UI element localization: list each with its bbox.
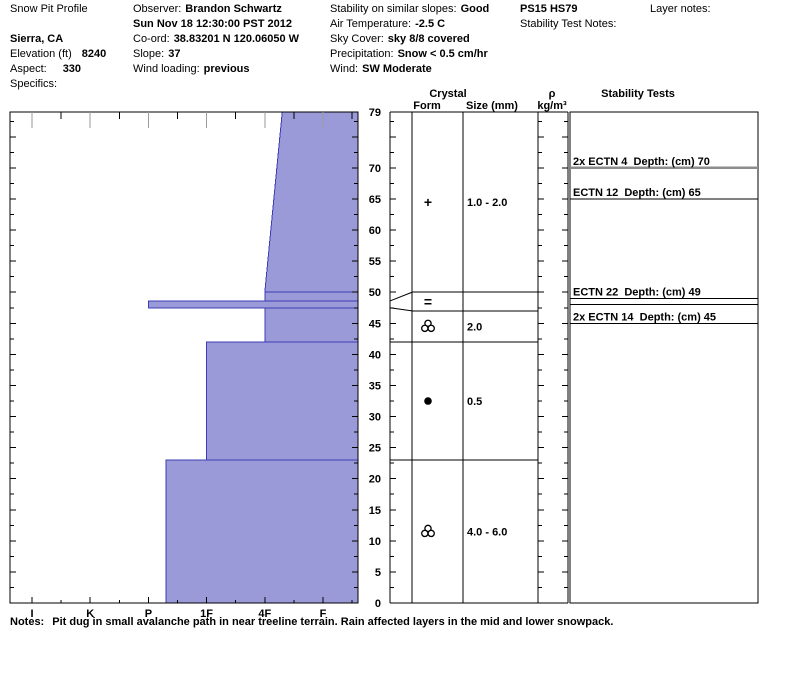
grain-form-polycrystal-icon (421, 524, 435, 538)
snow-layer-bar (206, 341, 359, 461)
density-unit-header: kg/m³ (537, 100, 567, 112)
hardness-axis-label: P (145, 608, 152, 620)
grain-size-value: 2.0 (467, 321, 482, 333)
density-column-header: ρ (548, 88, 556, 100)
snow-layer-bar (264, 111, 359, 293)
depth-label: 10 (369, 536, 381, 548)
depth-label: 25 (369, 443, 381, 455)
depth-label: 35 (369, 380, 381, 392)
wind-row: Wind: SW Moderate (330, 63, 432, 75)
precipitation-row: Precipitation: Snow < 0.5 cm/hr (330, 48, 488, 60)
observer-row: Observer: Brandon Schwartz (133, 3, 282, 15)
pit-code: PS15 HS79 (520, 3, 578, 15)
slope-row: Slope: 37 (133, 48, 181, 60)
layer-notes-label: Layer notes: (650, 3, 711, 15)
hardness-axis-label: 1F (200, 608, 213, 620)
depth-label: 5 (375, 567, 381, 579)
elevation-row: Elevation (ft) 8240 (10, 48, 107, 60)
stability-tests-header: Stability Tests (601, 88, 675, 100)
depth-label: 30 (369, 412, 381, 424)
grain-form-polycrystal-icon (421, 319, 435, 333)
grain-size-value: 4.0 - 6.0 (467, 527, 507, 539)
location: Sierra, CA (10, 33, 64, 45)
snow-layer-bar (264, 307, 359, 343)
size-column-header: Size (mm) (466, 100, 518, 112)
depth-label: 60 (369, 225, 381, 237)
depth-label: 70 (369, 163, 381, 175)
hardness-axis (31, 112, 353, 603)
air-temp-row: Air Temperature: -2.5 C (330, 18, 446, 30)
depth-label: 40 (369, 349, 381, 361)
depth-label: 45 (369, 318, 381, 330)
snow-layer-bar (147, 300, 359, 309)
grain-form-crust-icon: = (424, 294, 432, 310)
sky-cover-row: Sky Cover: sky 8/8 covered (330, 33, 470, 45)
depth-label: 20 (369, 474, 381, 486)
stability-test-label: 2x ECTN 4 Depth: (cm) 70 (573, 156, 710, 168)
hardness-axis-label: I (30, 608, 33, 620)
grain-size-value: 0.5 (467, 396, 482, 408)
hardness-axis-label: F (320, 608, 327, 620)
plot-frame (9, 111, 359, 604)
stability-test-notes-label: Stability Test Notes: (520, 18, 617, 30)
grain-size-value: 1.0 - 2.0 (467, 197, 507, 209)
form-column-header: Form (413, 100, 441, 112)
depth-label: 0 (375, 598, 381, 610)
grain-form-plus-icon: + (424, 194, 432, 210)
grain-columns (389, 111, 569, 604)
notes-line: Notes: Pit dug in small avalanche path in… (10, 616, 614, 628)
stability-test-label: ECTN 12 Depth: (cm) 65 (573, 187, 701, 199)
specifics-row: Specifics: (10, 78, 58, 90)
grain-form-rounded-icon (424, 397, 432, 405)
coordinates-row: Co-ord: 38.83201 N 120.06050 W (133, 33, 300, 45)
depth-label: 65 (369, 194, 381, 206)
datetime: Sun Nov 18 12:30:00 PST 2012 (133, 18, 292, 30)
snow-layer-bar (264, 291, 359, 302)
depth-label: 55 (369, 256, 381, 268)
depth-label: 15 (369, 505, 381, 517)
depth-label: 50 (369, 287, 381, 299)
stability-tests-box (569, 111, 759, 604)
depth-label: 79 (369, 107, 381, 119)
crystal-column-header: Crystal (429, 88, 467, 100)
wind-loading-row: Wind loading: previous (133, 63, 250, 75)
hardness-bars (147, 111, 359, 604)
depth-ticks (10, 120, 358, 588)
hardness-axis-label: 4F (258, 608, 271, 620)
hardness-axis-label: K (86, 608, 94, 620)
stability-test-label: ECTN 22 Depth: (cm) 49 (573, 286, 701, 298)
aspect-row: Aspect: 330 (10, 63, 82, 75)
page-title: Snow Pit Profile (10, 3, 88, 15)
stability-test-label: 2x ECTN 14 Depth: (cm) 45 (573, 311, 716, 323)
snow-layer-bar (165, 459, 359, 604)
stability-slopes-row: Stability on similar slopes: Good (330, 3, 490, 15)
